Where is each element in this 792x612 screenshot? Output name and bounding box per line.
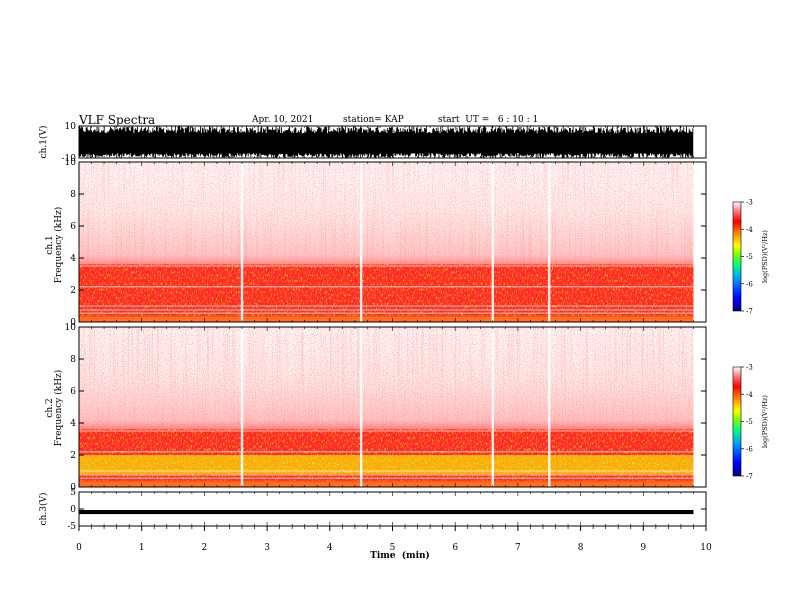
ch3-waveform-panel: -5 0 5 ch.3(V)	[38, 488, 707, 532]
chart-title: VLF Spectra	[79, 113, 156, 127]
ch2-spectrogram-image	[79, 327, 706, 487]
time-tick-label: 1	[139, 543, 145, 553]
ch2-colorbar-tick-label: -3	[746, 364, 753, 372]
ch1-waveform-ylabel: ch.1(V)	[38, 126, 49, 159]
ch2-vertical-bursts	[240, 327, 551, 487]
ch1-colorbar-tick-label: -3	[746, 199, 753, 207]
ch1-burst	[240, 162, 244, 322]
ch2-colorbar-tick-label: -6	[746, 445, 753, 453]
ch1-y-tick-label: 10	[65, 122, 77, 132]
time-tick-label: 2	[202, 543, 208, 553]
ch1-freq-tick-label: 2	[70, 286, 76, 296]
ch2-frequency-ticks: 0 2 4 6 8 10	[65, 323, 706, 493]
ch2-burst	[359, 327, 363, 487]
time-tick-label: 7	[515, 543, 521, 553]
ch1-burst	[548, 162, 551, 322]
ch1-colorbar-tick-label: -6	[746, 280, 753, 288]
ch1-spectrogram-image	[79, 162, 706, 322]
ch1-yellow-speckle	[79, 264, 694, 318]
time-axis: 0 1 2 3 4 5 6 7 8 9 10	[76, 126, 712, 553]
ch3-waveform-trace	[79, 510, 694, 515]
ch1-spectrogram-panel: 0 2 4 6 8 10 ch.1Frequency (kHz)	[45, 158, 707, 328]
ch2-low-frequency-strip	[79, 480, 694, 487]
ch1-y-tick-label: -10	[62, 154, 77, 164]
ch3-y-ticks: -5 0 5	[67, 488, 706, 532]
ch2-colorbar-tick-label: -5	[746, 418, 753, 426]
ch1-colorbar-label: log(PSD)(V²/Hz)	[761, 230, 769, 283]
ch1-colorbar-tick-label: -4	[746, 226, 753, 234]
start-time-label: start UT = 6 : 10 : 1	[438, 115, 539, 125]
ch2-burst	[491, 327, 495, 487]
ch3-y-tick-label: 0	[70, 505, 76, 515]
ch1-no-data-region	[693, 162, 706, 322]
ch3-waveform-ylabel: ch.3(V)	[38, 493, 49, 526]
ch1-colorbar-gradient	[732, 201, 742, 312]
ch1-y-ticks: -10 10	[62, 122, 706, 164]
ch2-green-speckle	[79, 455, 694, 475]
ch2-burst	[548, 327, 551, 487]
ch2-burst	[240, 327, 244, 487]
ch1-vertical-bursts	[240, 162, 551, 322]
ch1-freq-tick-label: 6	[70, 222, 76, 232]
ch1-frequency-ticks: 0 2 4 6 8 10	[65, 158, 706, 328]
time-tick-label: 4	[327, 543, 333, 553]
time-tick-label: 6	[452, 543, 458, 553]
ch2-spectrogram-panel: 0 2 4 6 8 10 ch.2Frequency (kHz)	[45, 323, 707, 493]
ch2-spectral-bands	[79, 327, 706, 487]
ch2-colorbar-label: log(PSD)(V²/Hz)	[761, 395, 769, 448]
ch2-spectrogram-ylabel: ch.2Frequency (kHz)	[45, 370, 64, 447]
ch2-carrier-lines	[79, 430, 694, 479]
ch2-colorbar-tick-label: -4	[746, 391, 753, 399]
time-tick-label: 0	[76, 543, 82, 553]
ch3-waveform-band	[79, 510, 694, 515]
ch1-freq-tick-label: 0	[70, 318, 76, 328]
ch1-waveform-samples	[79, 126, 694, 158]
time-tick-label: 5	[390, 543, 396, 553]
time-tick-label: 3	[264, 543, 270, 553]
ch2-colorbar-gradient	[732, 366, 742, 477]
ch1-freq-tick-label: 4	[70, 254, 76, 264]
ch1-low-frequency-strip	[79, 315, 694, 322]
ch1-colorbar-tick-label: -7	[746, 308, 753, 316]
ch2-freq-tick-label: 8	[70, 355, 76, 365]
time-tick-label: 9	[640, 543, 646, 553]
ch2-freq-tick-label: 6	[70, 387, 76, 397]
time-tick-label: 8	[578, 543, 584, 553]
ch1-colorbar: -3 -4 -5 -6 -7 log(PSD)(V²/Hz)	[732, 199, 769, 316]
ch2-freq-tick-label: 2	[70, 451, 76, 461]
ch2-no-data-region	[693, 327, 706, 487]
ch2-colorbar-tick-label: -7	[746, 473, 753, 481]
ch2-colorbar: -3 -4 -5 -6 -7 log(PSD)(V²/Hz)	[732, 364, 769, 481]
ch2-freq-tick-label: 0	[70, 483, 76, 493]
ch1-carrier-lines	[79, 265, 694, 314]
ch2-freq-tick-label: 10	[65, 323, 77, 333]
time-tick-label: 10	[700, 543, 712, 553]
ch1-freq-tick-label: 10	[65, 158, 77, 168]
ch1-freq-tick-label: 8	[70, 190, 76, 200]
ch3-y-tick-label: 5	[70, 488, 76, 498]
time-axis-label: Time (min)	[370, 550, 430, 561]
ch1-burst	[359, 162, 363, 322]
station-label: station= KAP	[343, 115, 404, 125]
date-label: Apr. 10, 2021	[252, 115, 314, 125]
ch2-freq-tick-label: 4	[70, 419, 76, 429]
ch1-burst	[491, 162, 495, 322]
ch3-y-tick-label: -5	[67, 522, 76, 532]
ch1-waveform-trace	[79, 126, 694, 158]
ch1-colorbar-tick-label: -5	[746, 253, 753, 261]
ch1-spectral-bands	[79, 162, 706, 322]
ch1-spectrogram-ylabel: ch.1Frequency (kHz)	[45, 207, 64, 284]
